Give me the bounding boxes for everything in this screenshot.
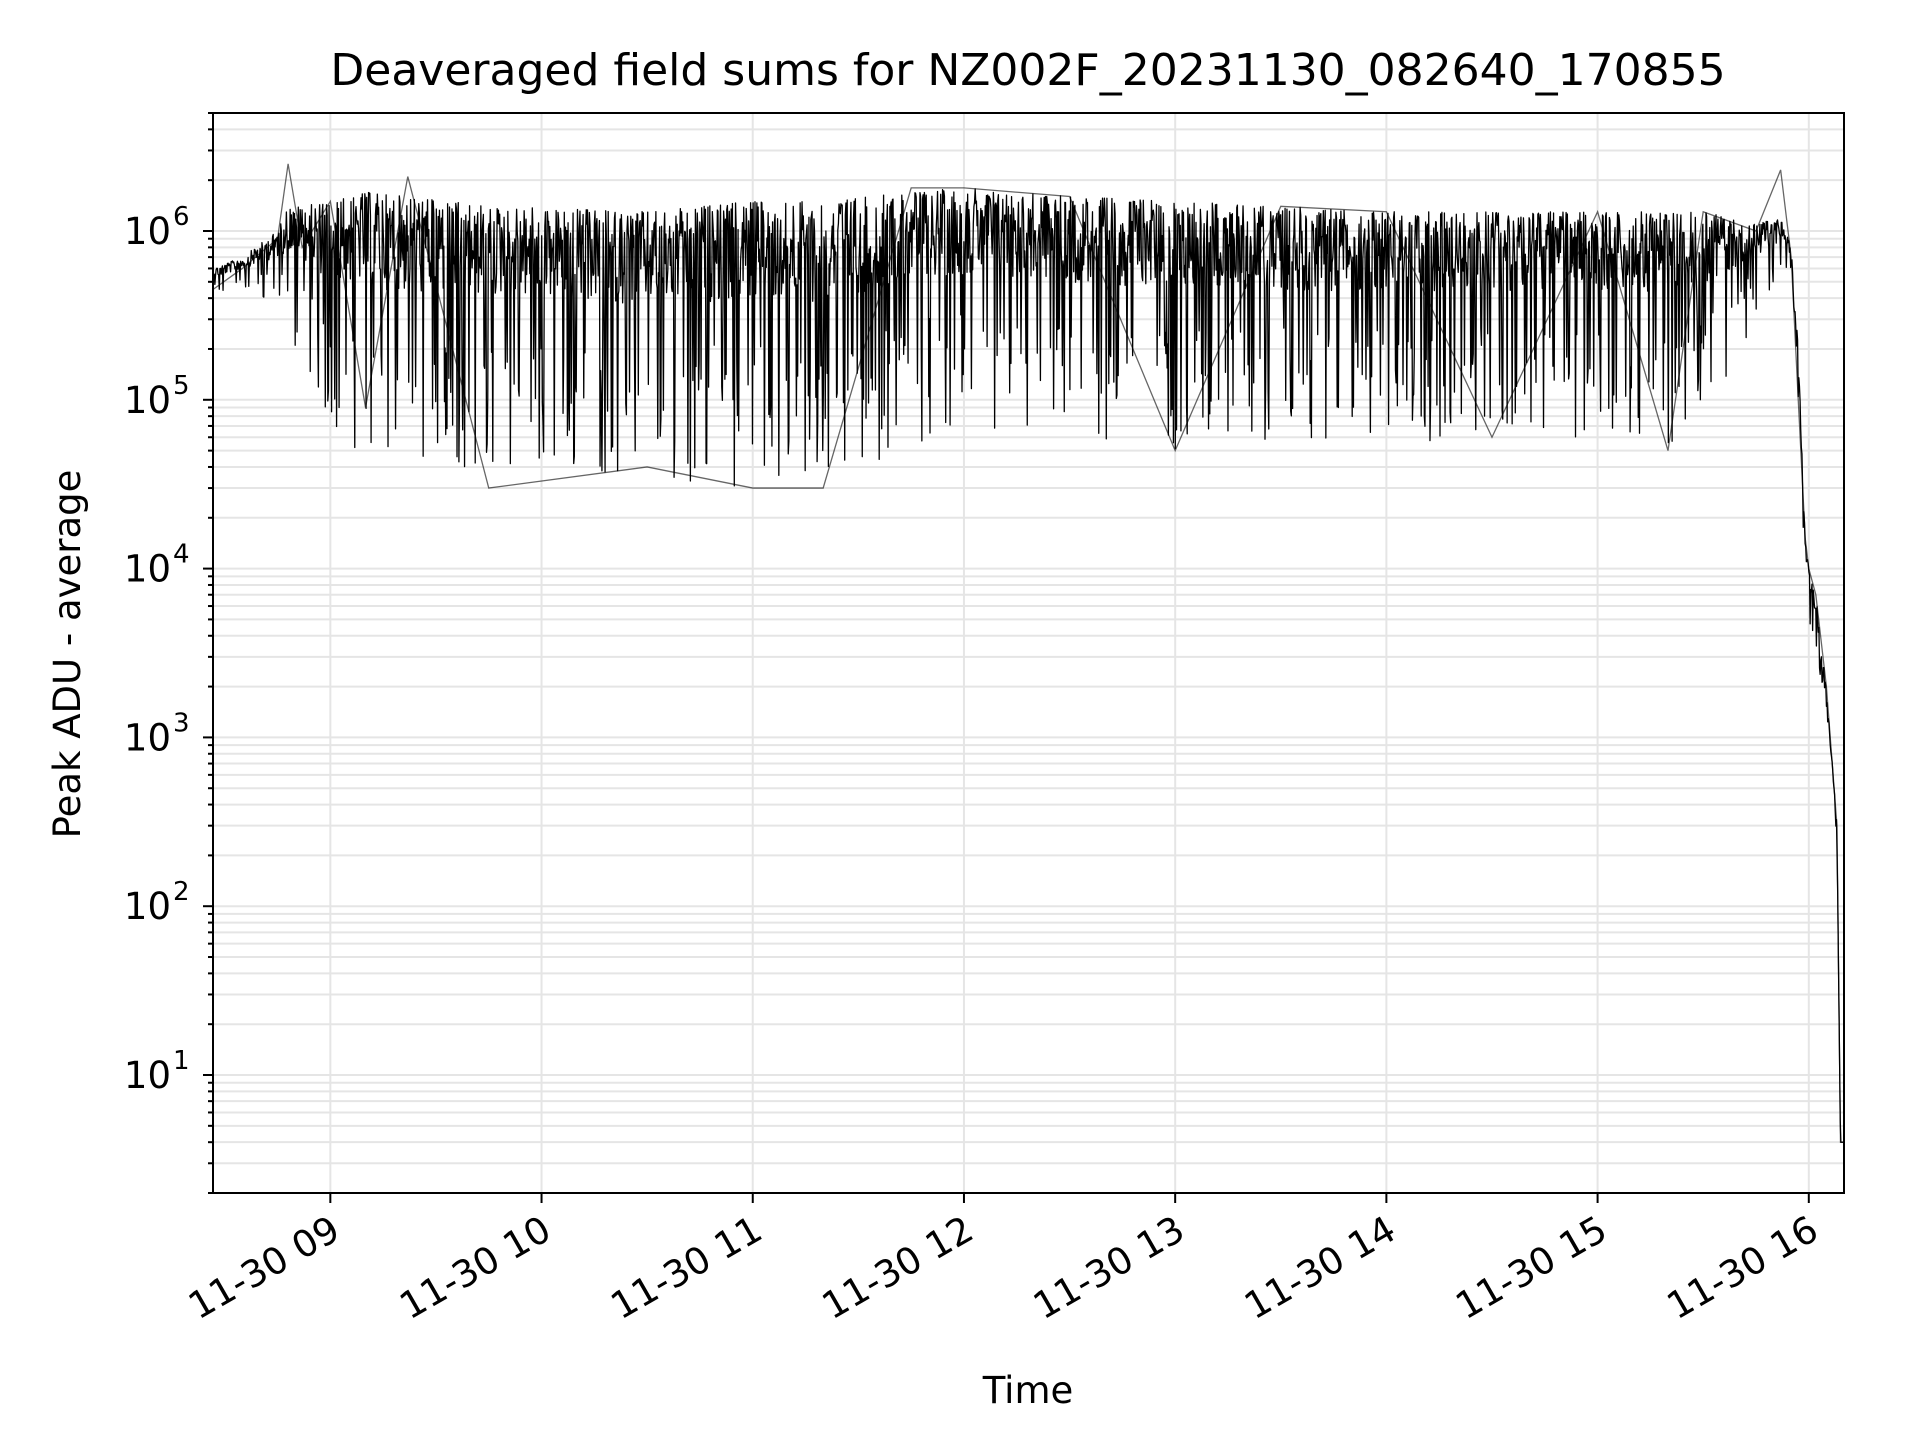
series-group	[212, 163, 1845, 1143]
y-tick-label: 10	[124, 1054, 171, 1097]
y-tick-label: 10	[124, 885, 171, 928]
y-axis-label: Peak ADU - average	[46, 470, 89, 839]
y-tick-label-exponent: 6	[173, 202, 190, 232]
x-axis-label: Time	[982, 1369, 1074, 1412]
y-tick-label: 10	[124, 210, 171, 253]
series-line	[212, 188, 1845, 1143]
y-tick-label: 10	[124, 716, 171, 759]
y-tick-label: 10	[124, 548, 171, 591]
y-tick-label-exponent: 2	[173, 877, 190, 907]
y-tick-label-exponent: 1	[173, 1046, 190, 1076]
plot-frame	[212, 112, 1845, 1194]
y-tick-label: 10	[124, 379, 171, 422]
y-tick-label-exponent: 4	[173, 540, 190, 570]
chart-title: Deaveraged field sums for NZ002F_2023113…	[330, 45, 1725, 96]
series-line-samples	[212, 163, 1844, 1143]
y-tick-label-exponent: 3	[173, 708, 190, 738]
y-tick-label-exponent: 5	[173, 371, 190, 401]
